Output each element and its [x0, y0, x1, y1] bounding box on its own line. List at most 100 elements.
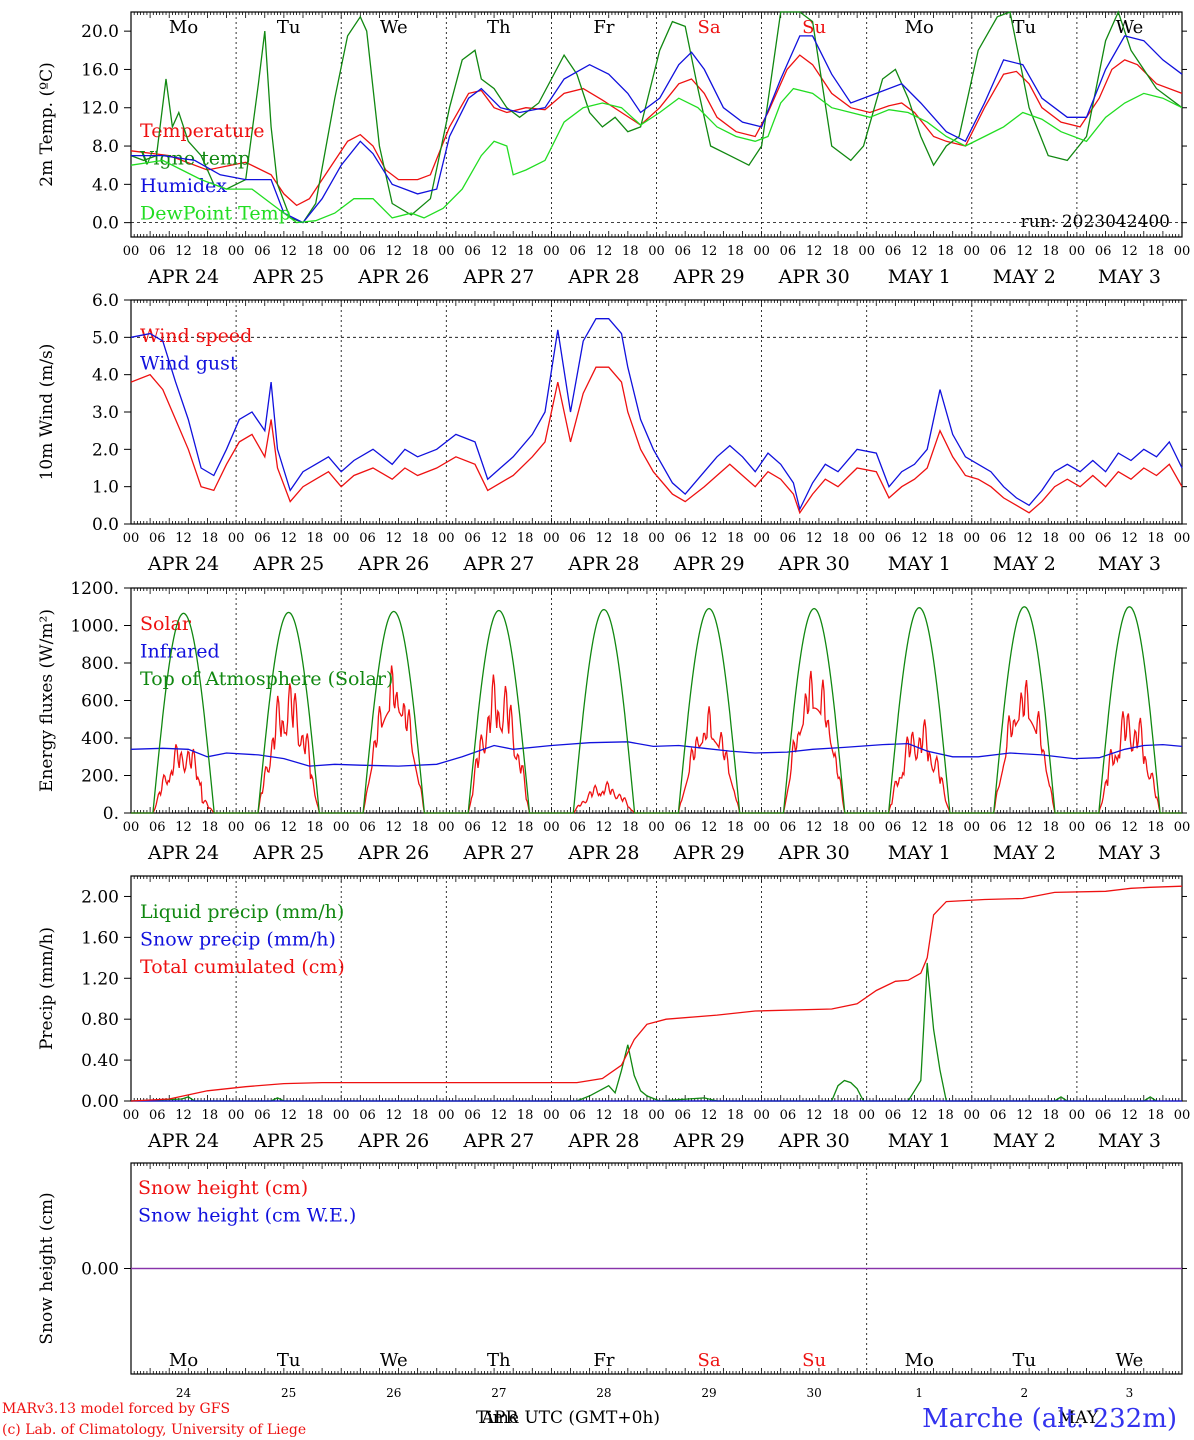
station-name: Marche (alt. 232m): [922, 1404, 1177, 1434]
hour-label: 06: [359, 1108, 376, 1123]
hour-label: 06: [885, 1108, 902, 1123]
hour-label: 12: [701, 820, 718, 835]
date-label: APR 24: [147, 1130, 219, 1152]
hour-label: 00: [753, 1108, 770, 1123]
y-tick-label: 16.0: [81, 60, 119, 80]
date-label: APR 24: [147, 842, 219, 864]
series-line: [130, 318, 1183, 512]
hour-label: 06: [254, 244, 271, 259]
date-label: MAY 3: [1098, 1130, 1161, 1152]
hour-label: 00: [753, 820, 770, 835]
hour-label: 18: [202, 1108, 219, 1123]
month-label-may: MAY: [1058, 1408, 1099, 1428]
date-label: APR 26: [357, 553, 429, 575]
x-axis-title: Time UTC (GMT+0h): [476, 1408, 660, 1428]
date-label: APR 27: [462, 553, 534, 575]
series-line: [130, 10, 1183, 224]
hour-label: 06: [149, 1108, 166, 1123]
hour-label: 00: [123, 244, 140, 259]
hour-label: 00: [123, 820, 140, 835]
series-line: [131, 35, 1183, 224]
hour-label: 18: [517, 820, 534, 835]
y-tick-label: 0.: [103, 804, 119, 824]
date-label: APR 30: [778, 842, 850, 864]
y-tick-label: 6.0: [92, 291, 119, 311]
day-name: We: [1116, 17, 1144, 38]
day-number: 24: [176, 1386, 192, 1400]
date-label: APR 27: [462, 842, 534, 864]
y-tick-label: 600.: [81, 692, 119, 712]
day-name: Sa: [698, 17, 721, 38]
day-number: 26: [386, 1386, 401, 1400]
date-label: MAY 3: [1098, 842, 1161, 864]
hour-label: 00: [858, 820, 875, 835]
hour-label: 18: [307, 244, 324, 259]
y-tick-label: 5.0: [92, 328, 119, 348]
hour-label: 18: [1042, 244, 1059, 259]
hour-label: 06: [464, 820, 481, 835]
hour-label: 06: [359, 531, 376, 546]
hour-label: 06: [675, 820, 692, 835]
day-number: 1: [915, 1386, 923, 1400]
legend-entry: Snow height (cm W.E.): [138, 1205, 356, 1227]
hour-label: 00: [333, 1108, 350, 1123]
panel-2: 0.0 1.0 2.0 3.0 4.0 5.0 6.0 10m Wind (m/s) 00 06 1…: [37, 291, 1190, 575]
day-name: Tu: [277, 17, 301, 38]
date-label: APR 26: [357, 842, 429, 864]
hour-label: 12: [806, 1108, 823, 1123]
panel-4: 0.00 0.40 0.80 1.20 1.60 2.00 Precip (mm/h) 00 0…: [37, 875, 1190, 1152]
hour-label: 06: [990, 1108, 1007, 1123]
legend-entry: Snow precip (mm/h): [140, 929, 336, 951]
hour-label: 18: [727, 244, 744, 259]
hour-label: 00: [228, 820, 245, 835]
hour-label: 00: [1069, 531, 1086, 546]
date-label: MAY 2: [993, 266, 1056, 288]
hour-label: 18: [307, 820, 324, 835]
y-tick-label: 1.60: [81, 928, 119, 948]
y-tick-label: 20.0: [81, 22, 119, 42]
date-label: APR 25: [252, 1130, 324, 1152]
hour-label: 18: [202, 820, 219, 835]
hour-label: 18: [832, 531, 849, 546]
day-number: 27: [491, 1386, 506, 1400]
hour-label: 12: [806, 531, 823, 546]
hour-label: 06: [990, 531, 1007, 546]
hour-label: 18: [307, 1108, 324, 1123]
hour-label: 06: [254, 820, 271, 835]
hour-label: 00: [964, 531, 981, 546]
hour-label: 00: [858, 531, 875, 546]
hour-label: 18: [517, 244, 534, 259]
y-axis-label: Precip (mm/h): [37, 927, 57, 1050]
date-label: APR 27: [462, 1130, 534, 1152]
hour-label: 06: [254, 1108, 271, 1123]
date-label: APR 24: [147, 266, 219, 288]
hour-label: 06: [780, 531, 797, 546]
date-label: APR 28: [567, 266, 639, 288]
hour-label: 06: [149, 244, 166, 259]
y-axis-label: 10m Wind (m/s): [37, 344, 57, 481]
legend-entry: Infrared: [140, 641, 220, 663]
hour-label: 18: [1147, 531, 1164, 546]
day-name: Tu: [1013, 17, 1037, 38]
date-label: MAY 1: [888, 553, 951, 575]
model-credit-line2: (c) Lab. of Climatology, University of L…: [2, 1422, 306, 1438]
hour-label: 18: [1147, 1108, 1164, 1123]
date-label: APR 26: [357, 266, 429, 288]
hour-label: 12: [701, 244, 718, 259]
y-tick-label: 4.0: [92, 366, 119, 386]
hour-label: 00: [438, 244, 455, 259]
legend-entry: Liquid precip (mm/h): [140, 901, 344, 923]
hour-label: 12: [175, 1108, 192, 1123]
hour-label: 00: [1069, 1108, 1086, 1123]
hour-label: 18: [832, 820, 849, 835]
hour-label: 00: [123, 531, 140, 546]
hour-label: 12: [701, 1108, 718, 1123]
panel-3: 0. 200. 400. 600. 800. 1000. 1200. Energy fluxe…: [37, 579, 1190, 864]
hour-label: 18: [202, 244, 219, 259]
hour-label: 12: [1121, 244, 1138, 259]
hour-label: 12: [175, 820, 192, 835]
hour-label: 06: [569, 1108, 586, 1123]
legend-entry: Top of Atmosphere (Solar): [140, 668, 393, 690]
day-name: Tu: [1013, 1350, 1037, 1371]
